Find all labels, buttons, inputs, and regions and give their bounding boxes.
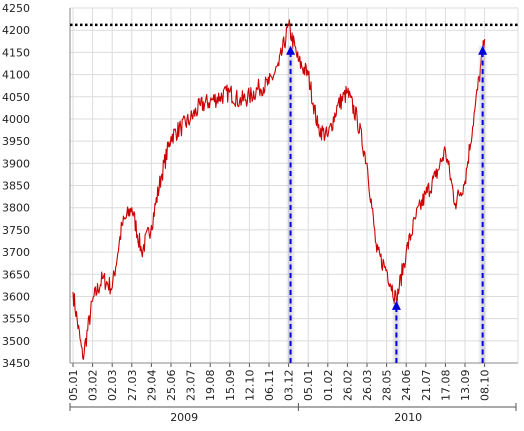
y-tick-label: 4000 <box>2 113 30 126</box>
arrow-head <box>286 45 296 55</box>
y-tick-label: 3650 <box>2 268 30 281</box>
x-tick-label: 03.02 <box>87 370 100 402</box>
x-tick-label: 05.01 <box>302 370 315 402</box>
x-tick-label: 15.09 <box>224 370 237 402</box>
y-tick-label: 4250 <box>2 2 30 15</box>
arrow-head <box>478 45 488 55</box>
arrow-shadow <box>477 45 488 363</box>
x-tick-label: 21.07 <box>420 370 433 402</box>
x-tick-label: 28.05 <box>381 370 394 402</box>
x-tick-label: 25.06 <box>165 370 178 402</box>
x-tick-label: 12.10 <box>243 370 256 402</box>
y-tick-label: 3450 <box>2 357 30 370</box>
x-tick-label: 17.08 <box>439 370 452 402</box>
x-tick-label: 24.06 <box>400 370 413 402</box>
y-tick-label: 4200 <box>2 24 30 37</box>
x-tick-label: 05.01 <box>67 370 80 402</box>
y-tick-label: 4100 <box>2 69 30 82</box>
y-tick-label: 3600 <box>2 290 30 303</box>
y-tick-label: 4050 <box>2 91 30 104</box>
year-label: 2010 <box>394 411 422 424</box>
arrow-shadow <box>285 45 296 363</box>
x-tick-label: 27.03 <box>126 370 139 402</box>
y-tick-label: 3850 <box>2 180 30 193</box>
x-tick-labels: 05.01 03.02 02.03 27.03 29.04 25.06 23.07 19.08… <box>67 370 492 402</box>
annotation-arrow <box>477 45 488 363</box>
y-tick-label: 4150 <box>2 46 30 59</box>
y-tick-label: 3750 <box>2 224 30 237</box>
x-tick-label: 19.08 <box>204 370 217 402</box>
axes <box>69 8 519 411</box>
arrow-head <box>391 300 401 310</box>
x-tick-label: 26.02 <box>341 370 354 402</box>
x-tick-label: 23.07 <box>185 370 198 402</box>
annotation-arrow <box>285 45 296 363</box>
y-tick-label: 3700 <box>2 246 30 259</box>
series-line <box>72 19 486 360</box>
x-tick-label: 13.09 <box>459 370 472 402</box>
y-tick-label: 3500 <box>2 335 30 348</box>
annotation-arrow <box>391 300 402 363</box>
x-tick-label: 02.03 <box>106 370 119 402</box>
series-group <box>72 19 486 360</box>
y-tick-label: 3800 <box>2 202 30 215</box>
annotation-arrows <box>285 45 488 363</box>
arrow-shadow <box>391 300 402 363</box>
x-tick-label: 26.03 <box>361 370 374 402</box>
y-tick-label: 3550 <box>2 313 30 326</box>
x-tick-label: 06.11 <box>263 370 276 402</box>
year-label: 2009 <box>170 411 198 424</box>
y-tick-label: 3950 <box>2 135 30 148</box>
y-tick-labels: 3450 3500 3550 3600 3650 3700 3750 3800 3850 3900… <box>2 2 30 370</box>
y-tick-label: 3900 <box>2 157 30 170</box>
x-tick-label: 29.04 <box>145 370 158 402</box>
x-tick-label: 03.12 <box>283 370 296 402</box>
x-tick-label: 08.10 <box>479 370 492 401</box>
x-tick-label: 01.02 <box>322 370 335 402</box>
year-labels: 2009 2010 <box>170 411 422 424</box>
